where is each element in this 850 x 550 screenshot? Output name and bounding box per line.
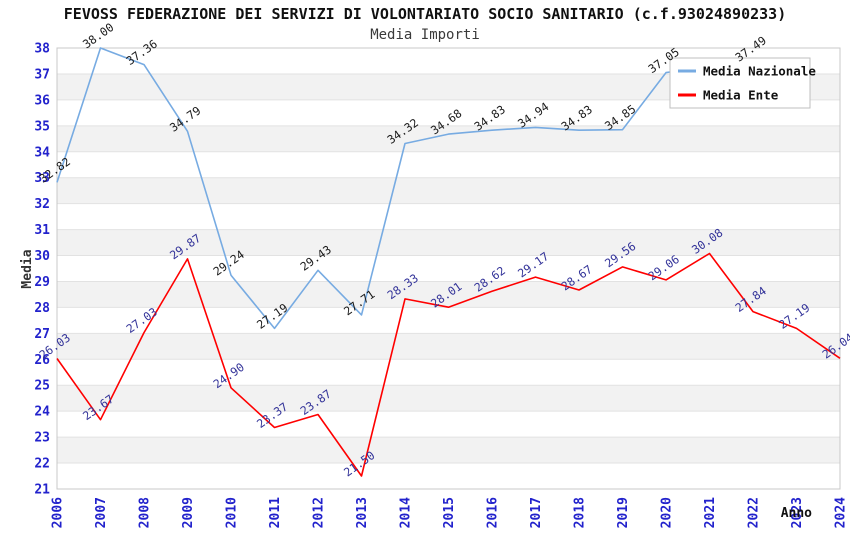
x-axis-title: Anno [781,506,812,521]
x-tick-label: 2016 [486,497,501,528]
x-tick-label: 2019 [616,497,631,528]
x-tick-label: 2020 [660,497,675,528]
series-line-media-nazionale [56,47,754,330]
y-tick-label: 26 [34,353,50,368]
x-tick-label: 2023 [790,497,805,528]
y-tick-label: 38 [34,42,50,57]
y-tick-label: 31 [34,223,50,238]
legend-label-media-ente: Media Ente [703,88,779,103]
y-tick-label: 21 [34,483,50,498]
x-tick-label: 2014 [399,497,414,528]
plot-band [57,229,840,256]
x-tick-label: 2015 [442,497,457,528]
plot-band [57,333,840,360]
x-tick-label: 2010 [225,497,240,528]
data-label: 27.03 [124,305,160,336]
y-tick-label: 25 [34,379,50,394]
y-tick-label: 23 [34,431,50,446]
x-tick-label: 2021 [703,497,718,528]
chart-title: FEVOSS FEDERAZIONE DEI SERVIZI DI VOLONT… [63,5,787,23]
legend [669,57,811,109]
plot-band [57,177,840,204]
y-axis-title: Media [20,249,35,288]
x-tick-label: 2011 [268,497,283,528]
x-tick-label: 2022 [747,497,762,528]
plot-band [57,385,840,412]
chart-subtitle: Media Importi [370,27,480,43]
x-tick-label: 2018 [573,497,588,528]
x-tick-label: 2007 [94,497,109,528]
plot-band [57,437,840,464]
x-tick-label: 2013 [355,497,370,528]
y-tick-label: 32 [34,197,50,212]
plot-band [57,281,840,308]
y-tick-label: 30 [34,249,50,264]
x-tick-label: 2008 [138,497,153,528]
plot-layer: 21 22 23 24 25 26 27 28 29 30 31 32 33 34 35 36 37 38 2006… [34,20,850,528]
x-tick-label: 2009 [181,497,196,528]
y-tick-label: 22 [34,457,50,472]
data-label: 38.00 [80,20,116,51]
y-tick-label: 36 [34,93,50,108]
x-tick-label: 2017 [529,497,544,528]
y-tick-label: 37 [34,67,50,82]
y-tick-label: 34 [34,145,50,160]
x-tick-label: 2012 [312,497,327,528]
y-tick-label: 35 [34,119,50,134]
y-tick-label: 27 [34,327,50,342]
plot-border [56,47,841,490]
series-line-media-ente [56,252,841,477]
x-tick-label: 2024 [834,497,849,528]
legend-label-media-nazionale: Media Nazionale [703,64,816,79]
y-tick-label: 28 [34,301,50,316]
x-tick-label: 2006 [51,497,66,528]
y-tick-label: 24 [34,405,50,420]
y-tick-label: 33 [34,171,50,186]
y-tick-label: 29 [34,275,50,290]
